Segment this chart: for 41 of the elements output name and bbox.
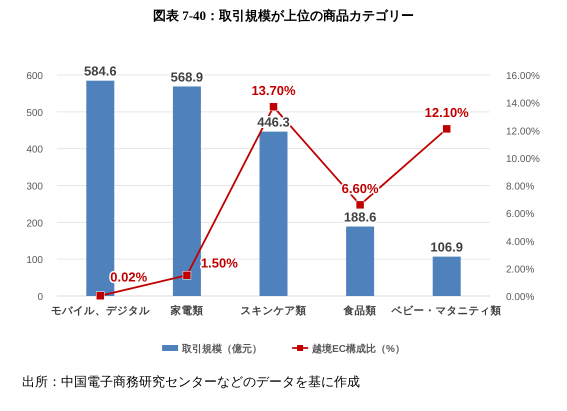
point: [182, 271, 192, 280]
y2-tick-label: 6.00%: [506, 209, 534, 220]
x-tick-label: ベビー・マタニティ類: [390, 304, 502, 317]
y-tick-label: 200: [26, 218, 44, 230]
y-tick-label: 0: [37, 292, 44, 303]
data-label: 106.9: [430, 240, 463, 255]
chart-title: 図表 7-40：取引規模が上位の商品カテゴリー: [152, 8, 414, 23]
bar: [432, 256, 461, 296]
bar: [260, 132, 288, 296]
y2-tick-label: 10.00%: [506, 154, 540, 165]
point: [356, 200, 364, 210]
y-tick-label: 500: [26, 108, 44, 119]
y-tick-label: 400: [26, 144, 44, 156]
legend-label: 越境EC構成比（%）: [311, 343, 405, 355]
y2-tick-label: 14.00%: [506, 98, 540, 110]
y2-tick-label: 2.00%: [506, 264, 534, 276]
data-label: 584.6: [84, 64, 117, 79]
y-tick-label: 100: [26, 255, 44, 266]
data-label: 1.50%: [200, 255, 238, 270]
x-tick-label: スキンケア類: [240, 304, 306, 317]
data-label: 13.70%: [251, 82, 296, 98]
y2-tick-label: 4.00%: [506, 236, 534, 248]
data-label: 568.9: [170, 69, 204, 84]
x-tick-label: 食品類: [342, 304, 377, 317]
y2-tick-label: 8.00%: [506, 182, 534, 192]
point: [442, 124, 451, 134]
x-tick-label: モバイル、デジタル: [50, 305, 151, 317]
text: 出所：中国電子商務研究センターなどのデータを基に作成: [22, 374, 360, 389]
y2-tick-label: 16.00%: [506, 71, 540, 82]
y-tick-label: 600: [26, 71, 44, 82]
point: [96, 291, 105, 300]
y-tick-label: 300: [26, 182, 44, 192]
legend-label: 取引規模（億元）: [181, 343, 262, 355]
data-label: 12.10%: [424, 104, 470, 120]
data-label: 188.6: [344, 210, 376, 225]
bar: [346, 226, 374, 296]
y2-tick-label: 12.00%: [506, 126, 540, 138]
point: [269, 102, 278, 112]
y2-tick-label: 0.00%: [506, 292, 534, 303]
x-tick-label: 家電類: [169, 304, 204, 317]
bar: [172, 86, 201, 296]
